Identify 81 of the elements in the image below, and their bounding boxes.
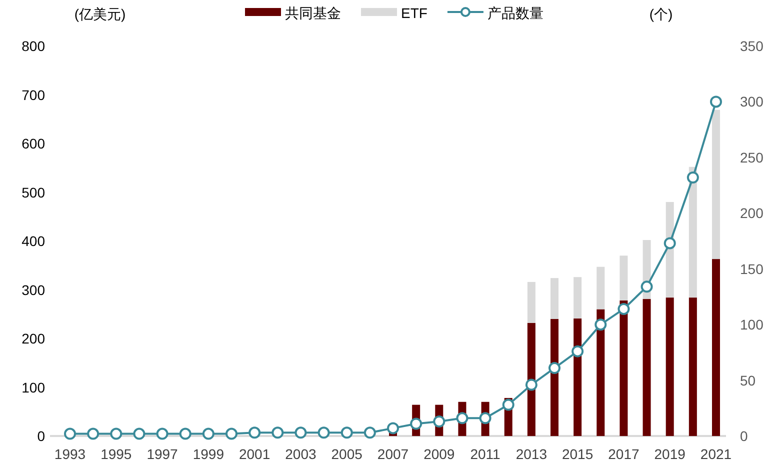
bar [712, 110, 720, 260]
point [410, 418, 422, 430]
point [640, 280, 653, 293]
x-tick-label: 2011 [470, 446, 501, 462]
bar [620, 256, 628, 300]
point [525, 378, 538, 391]
y2-tick-label: 350 [740, 38, 764, 54]
y2-tick-label: 300 [740, 94, 764, 110]
x-tick-label: 2019 [654, 446, 686, 462]
bar [620, 300, 628, 436]
bar [642, 299, 651, 436]
bar [550, 319, 558, 436]
point [110, 428, 122, 440]
point [433, 416, 446, 428]
point [133, 428, 146, 440]
y2-tick-label: 0 [740, 428, 748, 444]
point [502, 398, 514, 411]
point [364, 426, 376, 439]
x-tick-label: 2007 [377, 446, 409, 462]
bar [574, 277, 582, 319]
point [318, 426, 330, 439]
x-tick-label: 2021 [700, 446, 732, 462]
x-tick-label: 2001 [238, 446, 270, 462]
point [64, 428, 76, 440]
point [594, 318, 607, 331]
point [572, 345, 584, 358]
bar [596, 309, 605, 436]
point [156, 428, 168, 440]
y-tick-label: 100 [22, 379, 46, 396]
x-tick-label: 1999 [192, 446, 224, 462]
y-tick-label: 800 [22, 38, 46, 54]
x-tick-label: 2017 [608, 446, 640, 462]
bar [527, 282, 536, 323]
point [202, 428, 214, 440]
point [87, 428, 100, 440]
x-tick-label: 2009 [424, 446, 455, 462]
bar [527, 322, 536, 436]
point [686, 171, 699, 184]
y-tick-label: 400 [22, 233, 46, 249]
point [294, 426, 307, 439]
x-tick-label: 1997 [146, 446, 178, 462]
point [479, 412, 492, 424]
y2-tick-label: 250 [740, 149, 764, 166]
legend-label: ETF [401, 5, 428, 21]
y2-tick-label: 50 [740, 372, 756, 388]
bar [574, 318, 582, 436]
x-tick-label: 1993 [54, 446, 86, 462]
point [548, 362, 560, 374]
point [664, 237, 676, 250]
x-tick-label: 2005 [331, 446, 363, 462]
x-tick-label: 2013 [516, 446, 548, 462]
y-axis-title: (亿美元) [74, 6, 126, 22]
y-tick-label: 200 [22, 330, 46, 346]
y2-tick-label: 100 [740, 316, 764, 333]
y-tick-label: 300 [22, 282, 46, 298]
point [710, 96, 722, 108]
y-tick-label: 500 [22, 184, 46, 200]
bar [666, 298, 674, 436]
y-tick-label: 600 [22, 136, 46, 152]
bar [712, 259, 720, 436]
point [456, 412, 468, 424]
bar [550, 278, 558, 319]
y-tick-label: 700 [22, 86, 46, 103]
legend-label: 共同基金 [285, 5, 341, 21]
point [618, 302, 630, 315]
point [179, 428, 192, 440]
x-tick-label: 1995 [100, 446, 132, 462]
bar [596, 266, 605, 310]
point [248, 426, 261, 439]
bar [688, 298, 697, 436]
x-tick-label: 2015 [562, 446, 594, 462]
legend-label: 产品数量 [487, 5, 544, 21]
point [272, 426, 284, 439]
y2-tick-label: 150 [740, 260, 764, 277]
y2-axis-title: (个) [649, 6, 673, 22]
point [340, 426, 353, 439]
x-tick-label: 2003 [285, 446, 316, 462]
y2-tick-label: 200 [740, 205, 764, 222]
y-tick-label: 0 [37, 428, 46, 444]
point [387, 422, 399, 434]
point [226, 428, 238, 440]
